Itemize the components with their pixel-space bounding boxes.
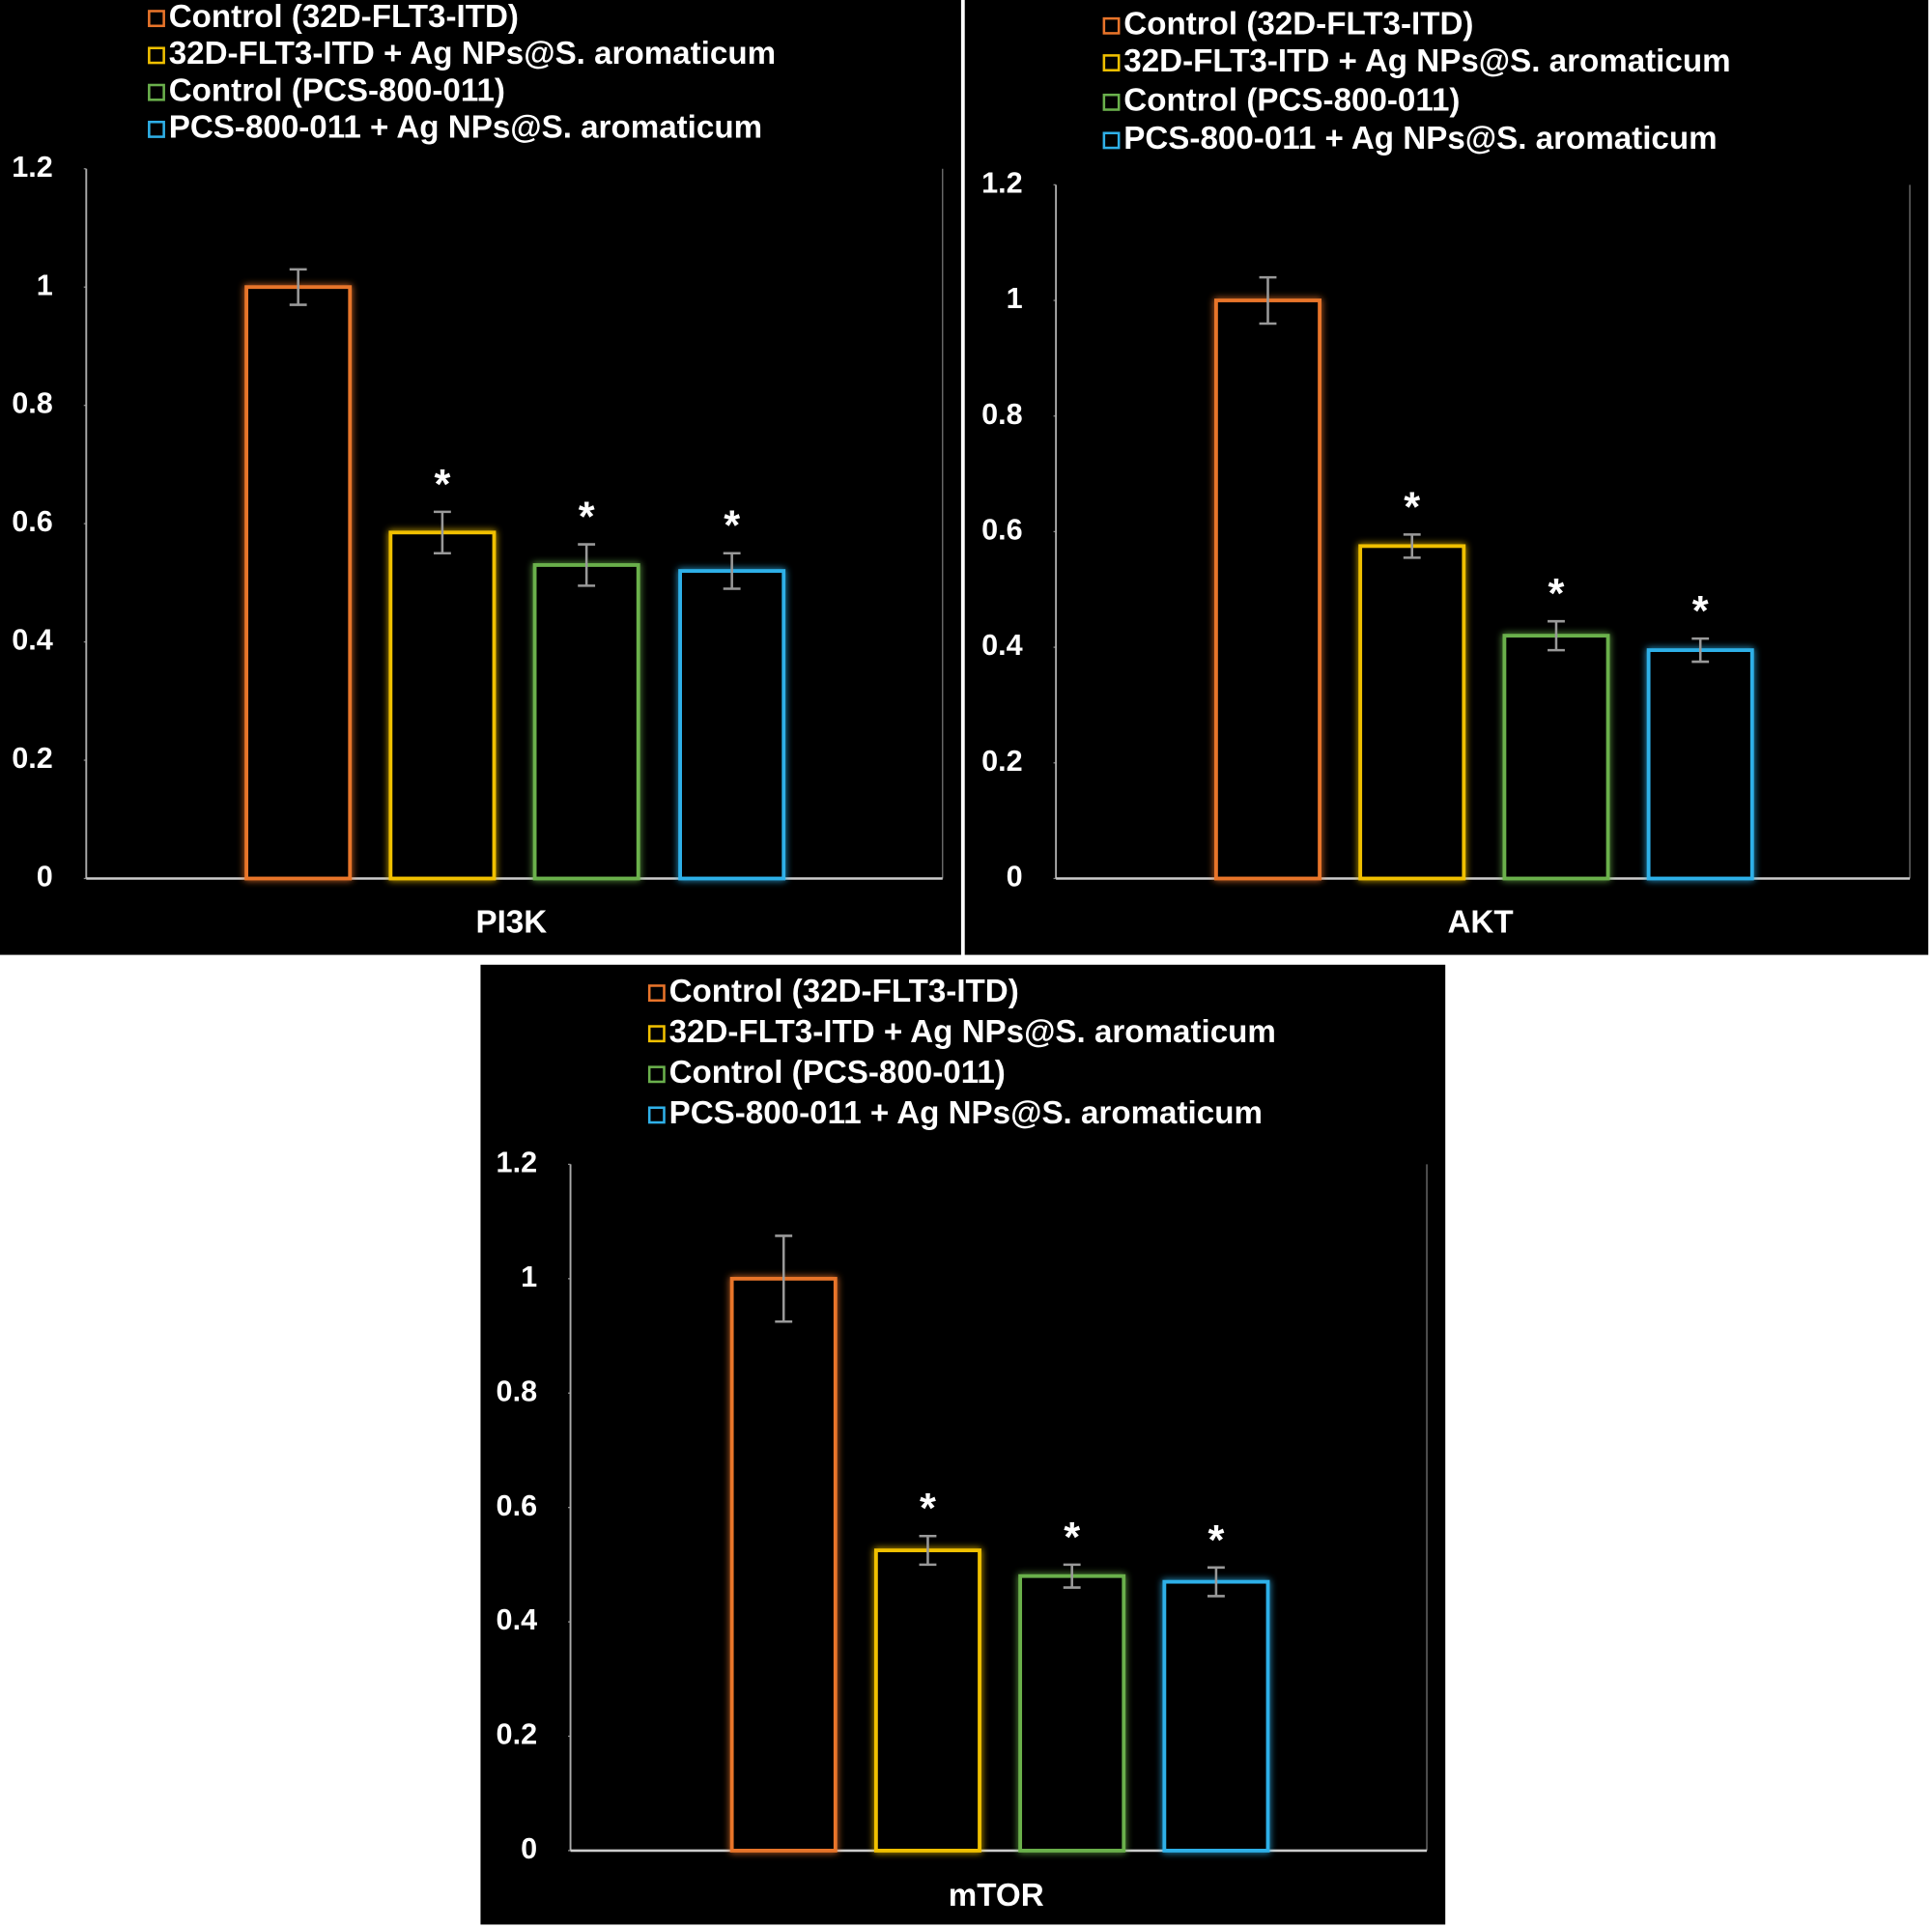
- y-tick-label: 0.4: [12, 624, 53, 657]
- error-bar: [1403, 533, 1421, 559]
- y-tick-label: 1.2: [981, 166, 1023, 199]
- bar: [1214, 298, 1321, 881]
- y-tick-label: 0.2: [981, 745, 1023, 778]
- bar: [388, 530, 497, 881]
- legend-label: 32D-FLT3-ITD + Ag NPs@S. aromaticum: [669, 1014, 1276, 1050]
- error-bar: [1208, 1566, 1225, 1598]
- error-bar: [1063, 1563, 1081, 1589]
- error-bar: [723, 552, 741, 590]
- legend-label: Control (32D-FLT3-ITD): [669, 974, 1019, 1009]
- bar: [244, 285, 353, 881]
- legend-swatch: [1102, 93, 1121, 111]
- y-tick-label: 0: [1007, 861, 1023, 893]
- legend-label: Control (PCS-800-011): [169, 72, 505, 108]
- bar: [1358, 544, 1466, 881]
- significance-marker: *: [1404, 484, 1420, 530]
- y-tick-label: 0.8: [981, 398, 1023, 431]
- error-bar: [775, 1234, 793, 1323]
- legend-label: 32D-FLT3-ITD + Ag NPs@S. aromaticum: [169, 36, 776, 71]
- y-tick-label: 0.6: [981, 514, 1023, 547]
- legend-swatch: [1102, 131, 1121, 150]
- error-bar: [433, 510, 451, 555]
- significance-marker: *: [434, 462, 450, 508]
- x-category-label: PI3K: [475, 904, 547, 940]
- bar: [678, 569, 786, 881]
- significance-marker: *: [920, 1486, 936, 1532]
- bar: [1018, 1573, 1126, 1853]
- error-bar: [919, 1534, 937, 1567]
- bar: [873, 1548, 981, 1853]
- y-tick-label: 0.8: [497, 1374, 538, 1407]
- significance-marker: *: [1692, 588, 1709, 635]
- y-tick-label: 1.2: [497, 1147, 538, 1179]
- legend-swatch: [148, 83, 165, 101]
- error-bar: [1691, 637, 1710, 664]
- legend-swatch: [647, 1025, 666, 1043]
- legend-label: Control (32D-FLT3-ITD): [1123, 7, 1473, 43]
- y-tick-label: 0: [37, 861, 53, 893]
- y-tick-label: 0.2: [12, 742, 53, 775]
- y-tick-label: 1: [521, 1261, 537, 1293]
- legend-swatch: [647, 1106, 666, 1124]
- legend-swatch: [1102, 16, 1121, 35]
- significance-marker: *: [1548, 571, 1565, 617]
- legend-swatch: [148, 10, 165, 28]
- error-bar: [289, 268, 307, 306]
- legend-label: Control (PCS-800-011): [669, 1055, 1006, 1091]
- legend-label: PCS-800-011 + Ag NPs@S. aromaticum: [669, 1095, 1263, 1131]
- legend-label: Control (32D-FLT3-ITD): [169, 0, 519, 35]
- bar: [1502, 634, 1610, 881]
- y-tick-label: 0: [521, 1832, 537, 1865]
- legend-swatch: [1102, 54, 1121, 71]
- error-bar: [578, 543, 596, 587]
- significance-marker: *: [1064, 1515, 1080, 1561]
- legend-label: PCS-800-011 + Ag NPs@S. aromaticum: [1123, 121, 1717, 156]
- y-tick-label: 0.6: [497, 1489, 538, 1522]
- legend-label: 32D-FLT3-ITD + Ag NPs@S. aromaticum: [1123, 43, 1730, 79]
- legend-label: PCS-800-011 + Ag NPs@S. aromaticum: [169, 110, 762, 146]
- y-tick-label: 1.2: [12, 151, 53, 184]
- x-category-label: mTOR: [949, 1878, 1044, 1913]
- y-tick-label: 1: [37, 269, 53, 301]
- legend-swatch: [647, 984, 666, 1003]
- bar: [1646, 648, 1754, 881]
- bar: [532, 563, 640, 881]
- legend-swatch: [148, 121, 165, 138]
- bar: [1162, 1579, 1270, 1853]
- legend-swatch: [148, 46, 165, 65]
- y-tick-label: 0.6: [12, 505, 53, 538]
- legend-swatch: [647, 1065, 666, 1084]
- significance-marker: *: [579, 494, 595, 540]
- x-category-label: AKT: [1447, 904, 1513, 940]
- y-tick-label: 1: [1007, 282, 1023, 315]
- y-tick-label: 0.4: [497, 1603, 538, 1636]
- bar: [729, 1276, 838, 1853]
- chart: 0 0.2 0.4 0.6 0.8 1 1.2 PI3K Control (32D-FLT3-I…: [0, 0, 961, 955]
- y-tick-label: 0.4: [981, 629, 1023, 662]
- legend-label: Control (PCS-800-011): [1123, 83, 1460, 119]
- y-tick-label: 0.2: [497, 1718, 538, 1751]
- error-bar: [1259, 275, 1277, 326]
- chart: 0 0.2 0.4 0.6 0.8 1 1.2 AKT Control (32D-FLT3-IT…: [964, 0, 1929, 955]
- chart: 0 0.2 0.4 0.6 0.8 1 1.2 mTOR Control (32D-FLT3-I…: [480, 964, 1446, 1925]
- significance-marker: *: [724, 503, 740, 550]
- error-bar: [1548, 619, 1565, 652]
- significance-marker: *: [1208, 1517, 1224, 1564]
- y-tick-label: 0.8: [12, 387, 53, 420]
